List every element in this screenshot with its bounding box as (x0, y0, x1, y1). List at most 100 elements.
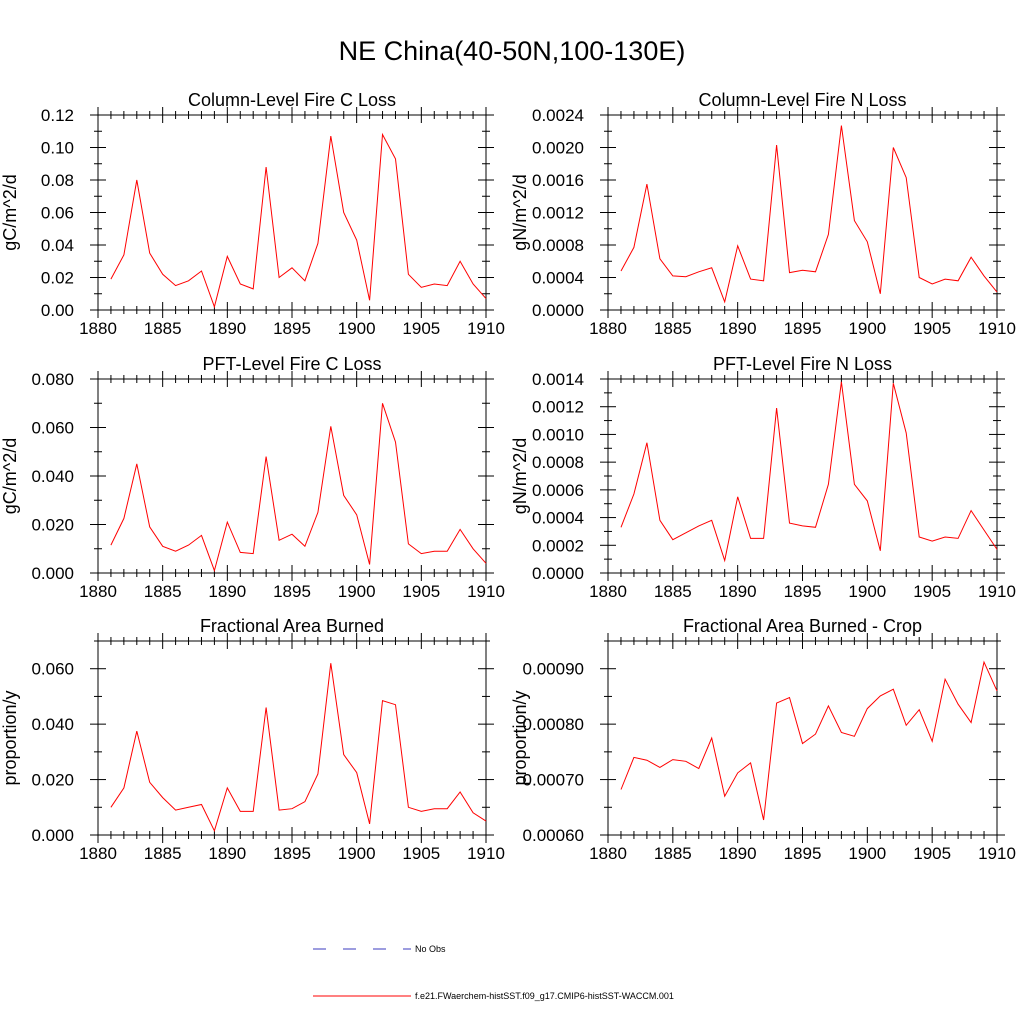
x-tick-label: 1910 (467, 844, 505, 863)
chart-panel-1: Column-Level Fire C Loss gC/m^2/d 1880 1885… (0, 90, 505, 338)
x-tick-label: 1895 (273, 844, 311, 863)
x-tick-label: 1905 (402, 844, 440, 863)
series-line (110, 403, 487, 573)
legend-label: No Obs (415, 944, 446, 954)
y-tick-label: 0.0012 (532, 398, 584, 417)
y-tick-label: 0.020 (31, 771, 74, 790)
x-tick-label: 1900 (848, 844, 886, 863)
plot-frame (97, 640, 487, 836)
y-tick-label: 0.0012 (532, 204, 584, 223)
x-tick-label: 1905 (913, 582, 951, 601)
y-tick-label: 0.040 (31, 715, 74, 734)
y-tick-label: 0.00 (41, 301, 74, 320)
plot-frame (607, 640, 998, 836)
x-tick-label: 1885 (654, 844, 692, 863)
x-tick-label: 1910 (978, 319, 1016, 338)
x-tick-label: 1890 (208, 319, 246, 338)
series-line (110, 663, 487, 833)
y-tick-label: 0.080 (31, 370, 74, 389)
chart-title: Column-Level Fire C Loss (188, 90, 396, 110)
x-tick-label: 1910 (467, 319, 505, 338)
y-tick-label: 0.04 (41, 236, 74, 255)
x-tick-label: 1895 (273, 319, 311, 338)
y-tick-label: 0.0020 (532, 139, 584, 158)
series-line (620, 660, 998, 821)
x-tick-label: 1900 (848, 582, 886, 601)
y-tick-label: 0.000 (31, 564, 74, 583)
y-tick-label: 0.020 (31, 516, 74, 535)
x-tick-label: 1910 (467, 582, 505, 601)
y-tick-label: 0.00090 (523, 660, 584, 679)
x-tick-label: 1900 (338, 582, 376, 601)
x-tick-label: 1890 (208, 844, 246, 863)
x-tick-label: 1905 (402, 319, 440, 338)
x-tick-label: 1895 (273, 582, 311, 601)
y-tick-label: 0.040 (31, 467, 74, 486)
y-tick-label: 0.00080 (523, 715, 584, 734)
chart-panel-4: PFT-Level Fire N Loss gN/m^2/d 1880 1885 189… (510, 354, 1016, 601)
x-tick-label: 1885 (654, 319, 692, 338)
y-axis-label: proportion/y (0, 690, 20, 785)
x-tick-label: 1885 (144, 844, 182, 863)
y-tick-label: 0.00070 (523, 771, 584, 790)
x-tick-label: 1885 (654, 582, 692, 601)
x-tick-label: 1880 (589, 844, 627, 863)
chart-panel-5: Fractional Area Burned proportion/y 1880 18… (0, 616, 505, 863)
chart-title: Fractional Area Burned - Crop (683, 616, 922, 636)
x-tick-label: 1890 (208, 582, 246, 601)
y-tick-label: 0.0004 (532, 269, 584, 288)
y-tick-label: 0.0000 (532, 564, 584, 583)
chart-panel-3: PFT-Level Fire C Loss gC/m^2/d 1880 1885 189… (0, 354, 505, 601)
y-tick-label: 0.0024 (532, 106, 584, 125)
x-tick-label: 1895 (784, 582, 822, 601)
x-tick-label: 1895 (784, 844, 822, 863)
series-line (620, 381, 998, 563)
plot-frame (607, 378, 998, 574)
y-tick-label: 0.0014 (532, 370, 584, 389)
y-tick-label: 0.00060 (523, 826, 584, 845)
x-tick-label: 1905 (402, 582, 440, 601)
chart-title: PFT-Level Fire N Loss (713, 354, 892, 374)
series-line (620, 125, 998, 304)
x-tick-label: 1900 (848, 319, 886, 338)
y-axis-label: gC/m^2/d (0, 174, 20, 250)
y-tick-label: 0.02 (41, 269, 74, 288)
x-tick-label: 1900 (338, 844, 376, 863)
y-tick-label: 0.000 (31, 826, 74, 845)
y-tick-label: 0.0008 (532, 453, 584, 472)
x-tick-label: 1880 (79, 844, 117, 863)
x-tick-label: 1905 (913, 844, 951, 863)
x-tick-label: 1910 (978, 582, 1016, 601)
y-axis-label: gC/m^2/d (0, 438, 20, 514)
y-tick-label: 0.12 (41, 106, 74, 125)
chart-title: Fractional Area Burned (200, 616, 384, 636)
plot-frame (607, 114, 998, 311)
legend: No Obs f.e21.FWaerchem-histSST.f09_g17.CM… (313, 944, 674, 1001)
x-tick-label: 1910 (978, 844, 1016, 863)
y-tick-label: 0.0016 (532, 171, 584, 190)
chart-panel-2: Column-Level Fire N Loss gN/m^2/d 1880 1885… (510, 90, 1016, 338)
y-tick-label: 0.0008 (532, 236, 584, 255)
page-title: NE China(40-50N,100-130E) (338, 36, 686, 66)
chart-title: PFT-Level Fire C Loss (202, 354, 381, 374)
y-tick-label: 0.0002 (532, 536, 584, 555)
x-tick-label: 1885 (144, 582, 182, 601)
y-axis-label: gN/m^2/d (510, 174, 530, 250)
x-tick-label: 1880 (589, 582, 627, 601)
x-tick-label: 1880 (589, 319, 627, 338)
plot-frame (97, 378, 487, 574)
chart-panel-6: Fractional Area Burned - Crop proportion/… (510, 616, 1016, 863)
x-tick-label: 1905 (913, 319, 951, 338)
x-tick-label: 1885 (144, 319, 182, 338)
y-tick-label: 0.0004 (532, 509, 584, 528)
y-tick-label: 0.0010 (532, 425, 584, 444)
y-tick-label: 0.10 (41, 139, 74, 158)
y-tick-label: 0.0006 (532, 481, 584, 500)
y-tick-label: 0.060 (31, 660, 74, 679)
x-tick-label: 1890 (719, 319, 757, 338)
x-tick-label: 1900 (338, 319, 376, 338)
x-tick-label: 1890 (719, 844, 757, 863)
plot-frame (97, 114, 487, 311)
series-line (110, 132, 487, 309)
